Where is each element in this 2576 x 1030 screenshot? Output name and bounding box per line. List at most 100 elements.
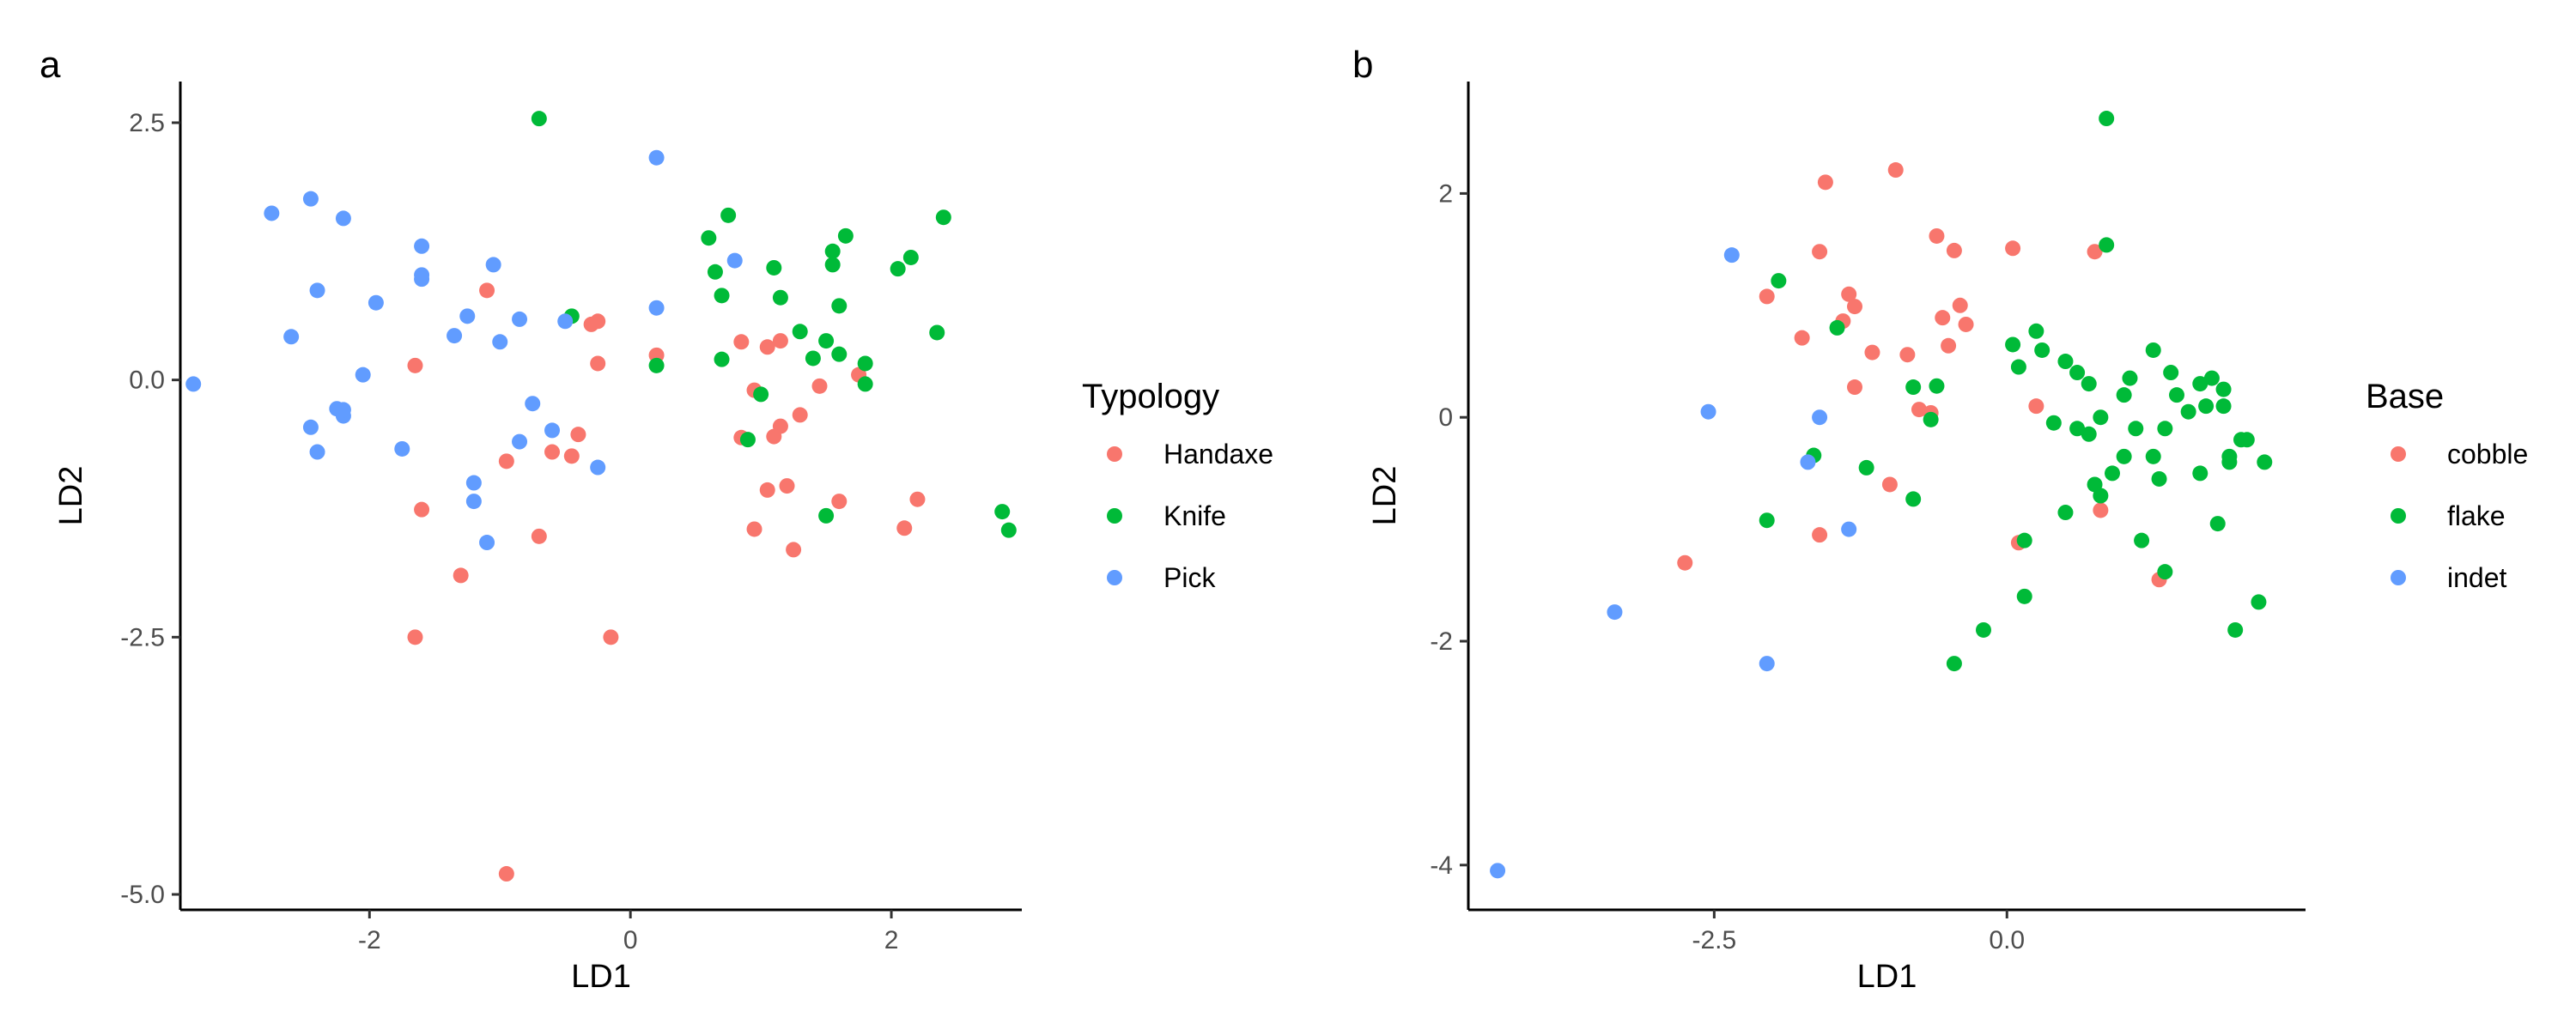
data-point-flake [2198,398,2215,415]
data-point-knife [714,351,730,367]
data-point-handaxe [766,428,782,445]
data-point-cobble [1887,162,1904,179]
data-point-flake [2239,432,2255,448]
data-point-handaxe [759,339,775,355]
data-point-flake [1858,459,1874,476]
data-point-flake [2093,409,2109,426]
data-point-pick [394,440,410,457]
data-point-flake [1905,491,1922,507]
y-axis-title: LD2 [53,466,89,526]
data-point-flake [2157,564,2173,580]
data-point-knife [805,350,821,367]
data-point-cobble [1911,402,1927,418]
data-point-flake [2215,381,2232,397]
data-point-flake [2045,415,2062,431]
data-point-knife [929,324,945,341]
x-tick-label: -2.5 [1692,926,1737,954]
data-point-flake [2180,403,2196,420]
data-point-flake [2209,516,2226,532]
data-point-handaxe [909,491,926,507]
data-point-pick [414,271,430,288]
data-point-flake [2016,532,2032,548]
data-point-flake [2105,465,2120,482]
data-point-flake [2192,376,2208,392]
data-point-handaxe [896,520,913,536]
data-point-flake [2257,454,2273,470]
y-tick-label: -5.0 [120,881,165,909]
data-point-knife [994,504,1011,520]
data-point-cobble [1817,174,1833,191]
data-point-knife [766,259,782,276]
data-point-handaxe [786,542,802,558]
y-axis-title: LD2 [1367,466,1403,526]
data-point-indet [1800,454,1816,470]
data-point-pick [648,149,665,166]
legend-label: indet [2447,562,2507,593]
data-point-pick [479,535,495,551]
data-point-flake [2099,237,2115,253]
legend-title: Typology [1082,378,1219,415]
data-point-handaxe [590,313,606,330]
data-point-knife [1000,522,1017,538]
data-point-knife [701,230,717,246]
data-point-cobble [2028,398,2044,415]
y-tick-label: 2.5 [129,109,165,137]
data-point-pick [590,459,606,476]
data-point-flake [1771,273,1787,289]
data-point-knife [772,289,788,306]
legend-key-knife [1107,508,1122,524]
data-point-knife [753,386,769,403]
data-point-pick [309,282,325,299]
data-point-cobble [2005,240,2021,257]
data-point-flake [2134,532,2150,548]
data-point-cobble [1941,337,1957,354]
data-point-handaxe [759,482,775,498]
data-point-flake [2005,336,2021,353]
data-point-knife [824,257,841,273]
data-point-cobble [1677,554,1693,571]
data-point-knife [831,346,848,362]
data-point-handaxe [563,448,580,464]
data-point-knife [935,209,951,226]
data-point-cobble [1812,244,1828,260]
data-point-flake [1923,411,1939,427]
data-point-handaxe [531,528,547,544]
data-point-cobble [1759,288,1775,305]
data-point-cobble [1952,297,1968,313]
data-point-cobble [1899,347,1916,363]
data-point-knife [648,357,665,373]
data-point-flake [2034,342,2050,358]
data-point-pick [544,422,561,439]
y-tick-label: 0 [1438,403,1453,432]
data-point-pick [447,328,463,344]
legend: Typology Handaxe Knife Pick [1082,378,1273,593]
data-point-cobble [1841,286,1857,302]
data-point-flake [1929,378,1945,394]
data-point-pick [264,205,280,221]
data-point-pick [459,308,476,324]
data-point-flake [2057,354,2074,370]
data-point-pick [302,419,319,435]
legend-label: Pick [1163,562,1216,593]
data-point-knife [792,324,808,340]
x-axis-title: LD1 [1857,959,1917,995]
data-point-knife [831,298,848,314]
data-point-knife [714,288,730,304]
data-point-flake [2145,448,2161,464]
x-tick-label: 0 [623,926,638,954]
data-point-flake [1759,512,1775,529]
data-point-flake [2251,594,2267,610]
data-point-flake [2016,588,2032,604]
data-point-handaxe [453,567,469,584]
data-point-pick [414,238,430,254]
data-point-flake [2116,387,2132,403]
x-tick-label: 0.0 [1989,926,2025,954]
data-point-flake [1946,656,1962,672]
data-point-handaxe [414,501,430,518]
data-point-handaxe [779,478,795,494]
data-point-knife [837,227,854,244]
y-tick-label: -2.5 [120,623,165,651]
data-point-knife [739,432,756,448]
